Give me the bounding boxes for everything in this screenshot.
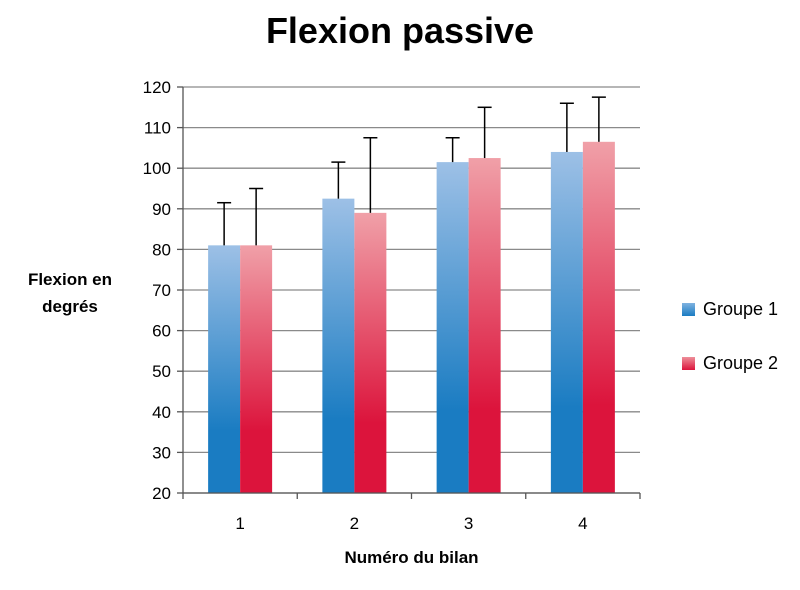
y-tick-label: 20 xyxy=(152,484,171,503)
bar-groupe-1-bilan-1 xyxy=(208,245,241,493)
y-tick-label: 120 xyxy=(143,78,171,97)
y-axis-label-line-1: Flexion en xyxy=(27,270,113,289)
legend-item-groupe-2: Groupe 2 xyxy=(682,350,778,376)
bar-groupe-1-bilan-4 xyxy=(550,151,583,493)
y-tick-label: 50 xyxy=(152,362,171,381)
bar-groupe-1-bilan-2 xyxy=(322,198,355,493)
x-axis-label: Numéro du bilan xyxy=(344,548,479,567)
legend-item-groupe-1: Groupe 1 xyxy=(682,296,778,322)
y-tick-label: 60 xyxy=(152,322,171,341)
bar-groupe-1-bilan-3 xyxy=(436,162,469,494)
x-tick-label: 2 xyxy=(350,514,359,533)
y-axis-label-line-2: degrés xyxy=(42,297,98,316)
x-tick-label: 1 xyxy=(235,514,244,533)
y-tick-label: 80 xyxy=(152,240,171,259)
y-tick-label: 90 xyxy=(152,200,171,219)
y-tick-label: 40 xyxy=(152,403,171,422)
y-axis-label: Flexion en degrés xyxy=(10,266,130,320)
bar-groupe-2-bilan-3 xyxy=(468,158,501,494)
axes: 20 30 40 50 60 70 80 90 100 110 120 1 2 3 4 xyxy=(143,78,641,533)
chart-title: Flexion passive xyxy=(265,10,535,51)
bar-groupe-2-bilan-2 xyxy=(354,212,387,494)
x-tick-label: 3 xyxy=(464,514,473,533)
legend: Groupe 1 Groupe 2 xyxy=(682,296,778,404)
y-tick-label: 110 xyxy=(144,119,171,138)
x-tick-label: 4 xyxy=(578,514,587,533)
bars xyxy=(208,96,615,494)
legend-label-groupe-2: Groupe 2 xyxy=(703,352,779,373)
y-tick-label: 100 xyxy=(143,159,171,178)
y-tick-label: 30 xyxy=(152,443,171,462)
y-tick-label: 70 xyxy=(152,281,171,300)
bar-groupe-2-bilan-4 xyxy=(582,141,615,493)
bar-groupe-2-bilan-1 xyxy=(240,245,273,493)
legend-label-groupe-1: Groupe 1 xyxy=(703,298,779,319)
legend-swatch-groupe-1 xyxy=(682,302,695,316)
legend-swatch-groupe-2 xyxy=(682,356,695,370)
